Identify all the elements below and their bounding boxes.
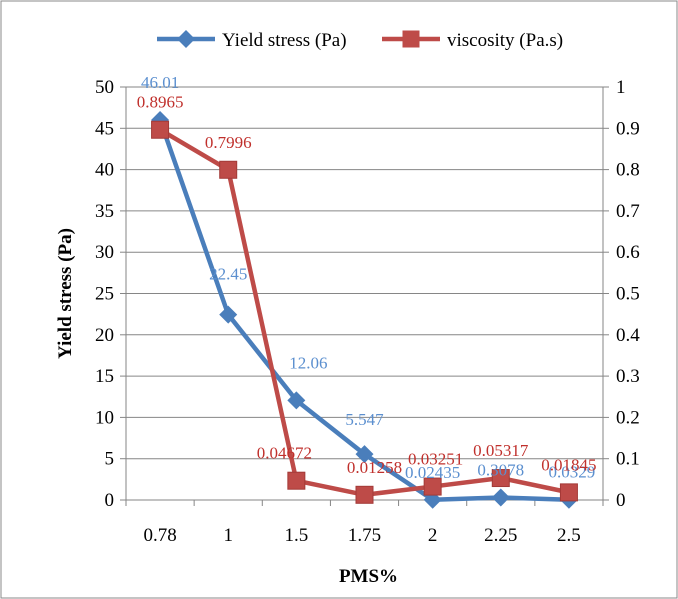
data-label: 0.05317	[473, 441, 529, 460]
y-tick-label-left: 25	[95, 284, 114, 305]
x-axis-title: PMS%	[339, 566, 398, 587]
legend-label-yield-stress: Yield stress (Pa)	[222, 30, 347, 51]
data-label: 46.01	[141, 73, 179, 92]
y-tick-label-left: 50	[95, 77, 114, 98]
legend: Yield stress (Pa) viscosity (Pa.s)	[157, 30, 563, 51]
x-tick-label: 1.75	[348, 525, 381, 546]
y-tick-label-right: 0.1	[616, 449, 640, 470]
series-layer	[151, 110, 578, 509]
y-tick-label-left: 15	[95, 366, 114, 387]
data-label: 0.01258	[347, 458, 402, 477]
y-axis-title-left: Yield stress (Pa)	[55, 228, 76, 359]
data-point-square	[423, 477, 442, 496]
y-tick-label-left: 45	[95, 118, 114, 139]
data-point-diamond	[355, 445, 374, 464]
data-point-square	[355, 485, 374, 504]
data-label: 12.06	[289, 353, 327, 372]
data-label: 0.8965	[137, 93, 184, 112]
y-tick-label-right: 0	[616, 490, 626, 511]
x-tick-label: 1	[223, 525, 233, 546]
data-point-square	[559, 483, 578, 502]
y-tick-label-right: 0.3	[616, 366, 640, 387]
y-tick-label-left: 0	[105, 490, 115, 511]
legend-label-viscosity: viscosity (Pa.s)	[447, 30, 563, 51]
x-tick-label: 0.78	[143, 525, 176, 546]
x-tick-label: 2.5	[557, 525, 581, 546]
data-label: 0.02435	[405, 463, 460, 482]
data-label: 0.0329	[549, 463, 596, 482]
y-tick-label-right: 0.9	[616, 118, 640, 139]
y-tick-label-right: 0.2	[616, 407, 640, 428]
data-point-diamond	[287, 391, 306, 410]
axes: 0 5 10 15 20 25 30 35 40 45 50 0 0.1 0.2 0.3 0.4 0.5 0.6 0…	[95, 77, 640, 546]
y-tick-label-left: 5	[105, 449, 115, 470]
data-point-square	[151, 120, 170, 139]
legend-marker-square	[402, 30, 420, 48]
y-tick-label-left: 35	[95, 201, 114, 222]
data-label: 0.01845	[541, 455, 596, 474]
data-label: 0.04672	[257, 444, 312, 463]
y-tick-label-left: 10	[95, 407, 114, 428]
data-label: 5.547	[345, 410, 384, 429]
y-tick-label-right: 0.5	[616, 284, 640, 305]
y-tick-label-right: 0.7	[616, 201, 640, 222]
x-tick-label: 2.25	[484, 525, 517, 546]
y-tick-label-right: 0.6	[616, 242, 640, 263]
data-point-square	[287, 471, 306, 490]
data-label: 22.45	[209, 265, 247, 284]
data-point-square	[219, 160, 238, 179]
data-point-square	[491, 469, 510, 488]
x-tick-label: 2	[428, 525, 438, 546]
y-tick-label-right: 1	[616, 77, 626, 98]
data-label: 0.7996	[205, 133, 252, 152]
y-tick-label-right: 0.4	[616, 325, 640, 346]
y-tick-label-right: 0.8	[616, 160, 640, 181]
data-point-diamond	[219, 305, 238, 324]
x-tick-label: 1.5	[284, 525, 308, 546]
data-point-diamond	[491, 488, 510, 507]
data-label: 0.3078	[477, 460, 524, 479]
y-tick-label-left: 30	[95, 242, 114, 263]
legend-marker-diamond	[177, 30, 195, 48]
data-label: 0.03251	[408, 450, 463, 469]
y-tick-label-left: 20	[95, 325, 114, 346]
y-tick-label-left: 40	[95, 160, 114, 181]
